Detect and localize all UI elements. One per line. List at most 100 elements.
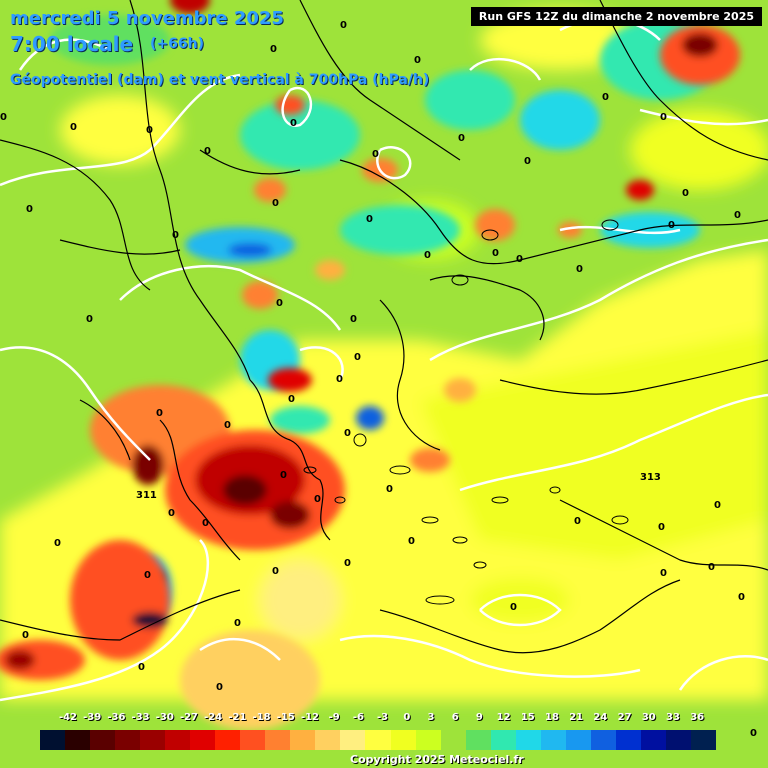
- legend-swatch: [315, 730, 341, 750]
- legend-tick-label: 27: [617, 712, 632, 723]
- zero-label: 0: [524, 156, 531, 167]
- legend-tick-label: -24: [204, 712, 223, 723]
- zero-label: 0: [602, 92, 609, 103]
- forecast-time: 7:00 locale: [10, 32, 134, 56]
- legend-tick-label: -39: [83, 712, 102, 723]
- zero-label: 0: [270, 44, 277, 55]
- zero-label: 0: [714, 500, 721, 511]
- zero-label: 0: [204, 146, 211, 157]
- legend-swatch: [40, 730, 66, 750]
- legend-swatch: [290, 730, 316, 750]
- legend-tick-label: -42: [58, 712, 78, 723]
- zero-label: 0: [344, 558, 351, 569]
- zero-label: 0: [280, 470, 287, 481]
- contour-label-313: 313: [640, 472, 661, 483]
- legend-tick-label: -12: [300, 712, 320, 723]
- legend-swatch: [465, 730, 491, 750]
- contour-label-311: 311: [136, 490, 157, 501]
- legend-tick-label: 36: [690, 712, 705, 723]
- zero-label: 0: [172, 230, 179, 241]
- color-legend: -42 -39 -36 -33 -30 -27 -24 -21 -18 -15 -12 -9 -6 -3 0…: [40, 712, 716, 750]
- zero-label: 0: [516, 254, 523, 265]
- legend-tick-label: 12: [496, 712, 511, 723]
- legend-swatch: [265, 730, 291, 750]
- legend-tick-label: 21: [569, 712, 584, 723]
- zero-label: 0: [54, 538, 61, 549]
- zero-label: 0: [336, 374, 343, 385]
- legend-tick-label: -30: [155, 712, 174, 723]
- legend-tick-label: 30: [641, 712, 656, 723]
- legend-swatch: [190, 730, 216, 750]
- parameter-title: Géopotentiel (dam) et vent vertical à 70…: [10, 72, 430, 88]
- zero-label: 0: [70, 122, 77, 133]
- legend-swatch: [690, 730, 716, 750]
- legend-tick-label: 3: [427, 712, 435, 723]
- legend-tick-label: 9: [475, 712, 483, 723]
- legend-swatch: [215, 730, 241, 750]
- zero-label: 0: [86, 314, 93, 325]
- zero-label: 0: [458, 133, 465, 144]
- legend-swatch: [115, 730, 141, 750]
- legend-swatch: [165, 730, 191, 750]
- ascent-areas: [50, 15, 720, 625]
- legend-swatch: [590, 730, 616, 750]
- zero-label: 0: [234, 618, 241, 629]
- legend-tick-label: -18: [252, 712, 271, 723]
- run-label: Run GFS 12Z du dimanche 2 novembre 2025: [470, 7, 762, 26]
- zero-contours: [0, 17, 768, 702]
- legend-swatch: [140, 730, 166, 750]
- zero-label: 0: [340, 20, 347, 31]
- zero-label: 0: [22, 630, 29, 641]
- legend-swatch: [365, 730, 391, 750]
- zero-label: 0: [658, 522, 665, 533]
- legend-tick-label: 15: [520, 712, 535, 723]
- zero-label: 0: [276, 298, 283, 309]
- legend-tick-label: -9: [328, 712, 340, 723]
- zero-label: 0: [290, 118, 297, 129]
- zero-label: 0: [272, 566, 279, 577]
- zero-label: 0: [0, 112, 7, 123]
- islands: [303, 219, 629, 605]
- legend-tick-label: -27: [179, 712, 199, 723]
- legend-swatch: [565, 730, 591, 750]
- copyright: Copyright 2025 Meteociel.fr: [350, 753, 524, 766]
- zero-label: 0: [224, 420, 231, 431]
- legend-tick-label: -6: [352, 712, 364, 723]
- zero-label: 0: [146, 125, 153, 136]
- zero-label: 0: [168, 508, 175, 519]
- zero-label: 0: [408, 536, 415, 547]
- legend-tick-label: -33: [131, 712, 150, 723]
- zero-label: 0: [272, 198, 279, 209]
- legend-tick-label: 6: [451, 712, 459, 723]
- forecast-date: mercredi 5 novembre 2025: [10, 8, 284, 29]
- zero-label: 0: [660, 112, 667, 123]
- zero-label: 0: [354, 352, 361, 363]
- legend-swatch: [665, 730, 691, 750]
- zero-label: 0: [26, 204, 33, 215]
- zero-label: 0: [288, 394, 295, 405]
- zero-label: 0: [372, 149, 379, 160]
- legend-tick-label: 24: [593, 712, 608, 723]
- zero-labels: 0 0 0 0 0 0 0 0 0 0 0 0 0 0 0 0 0 0 0 0 …: [0, 20, 757, 739]
- zero-label: 0: [668, 220, 675, 231]
- legend-swatch: [615, 730, 641, 750]
- legend-swatch: [65, 730, 91, 750]
- zero-label: 0: [314, 494, 321, 505]
- legend-swatch: [490, 730, 516, 750]
- legend-swatch: [640, 730, 666, 750]
- legend-tick-label: 33: [666, 712, 680, 723]
- legend-swatch: [390, 730, 416, 750]
- coastlines: [0, 0, 768, 654]
- legend-tick-label: 0: [403, 712, 411, 723]
- zero-label: 0: [216, 682, 223, 693]
- legend-swatch: [240, 730, 266, 750]
- legend-tick-label: -3: [377, 712, 389, 723]
- zero-label: 0: [510, 602, 517, 613]
- zero-label: 0: [424, 250, 431, 261]
- legend-swatch: [415, 730, 441, 750]
- zero-label: 0: [576, 264, 583, 275]
- zero-label: 0: [386, 484, 393, 495]
- legend-swatch: [340, 730, 366, 750]
- zero-label: 0: [350, 314, 357, 325]
